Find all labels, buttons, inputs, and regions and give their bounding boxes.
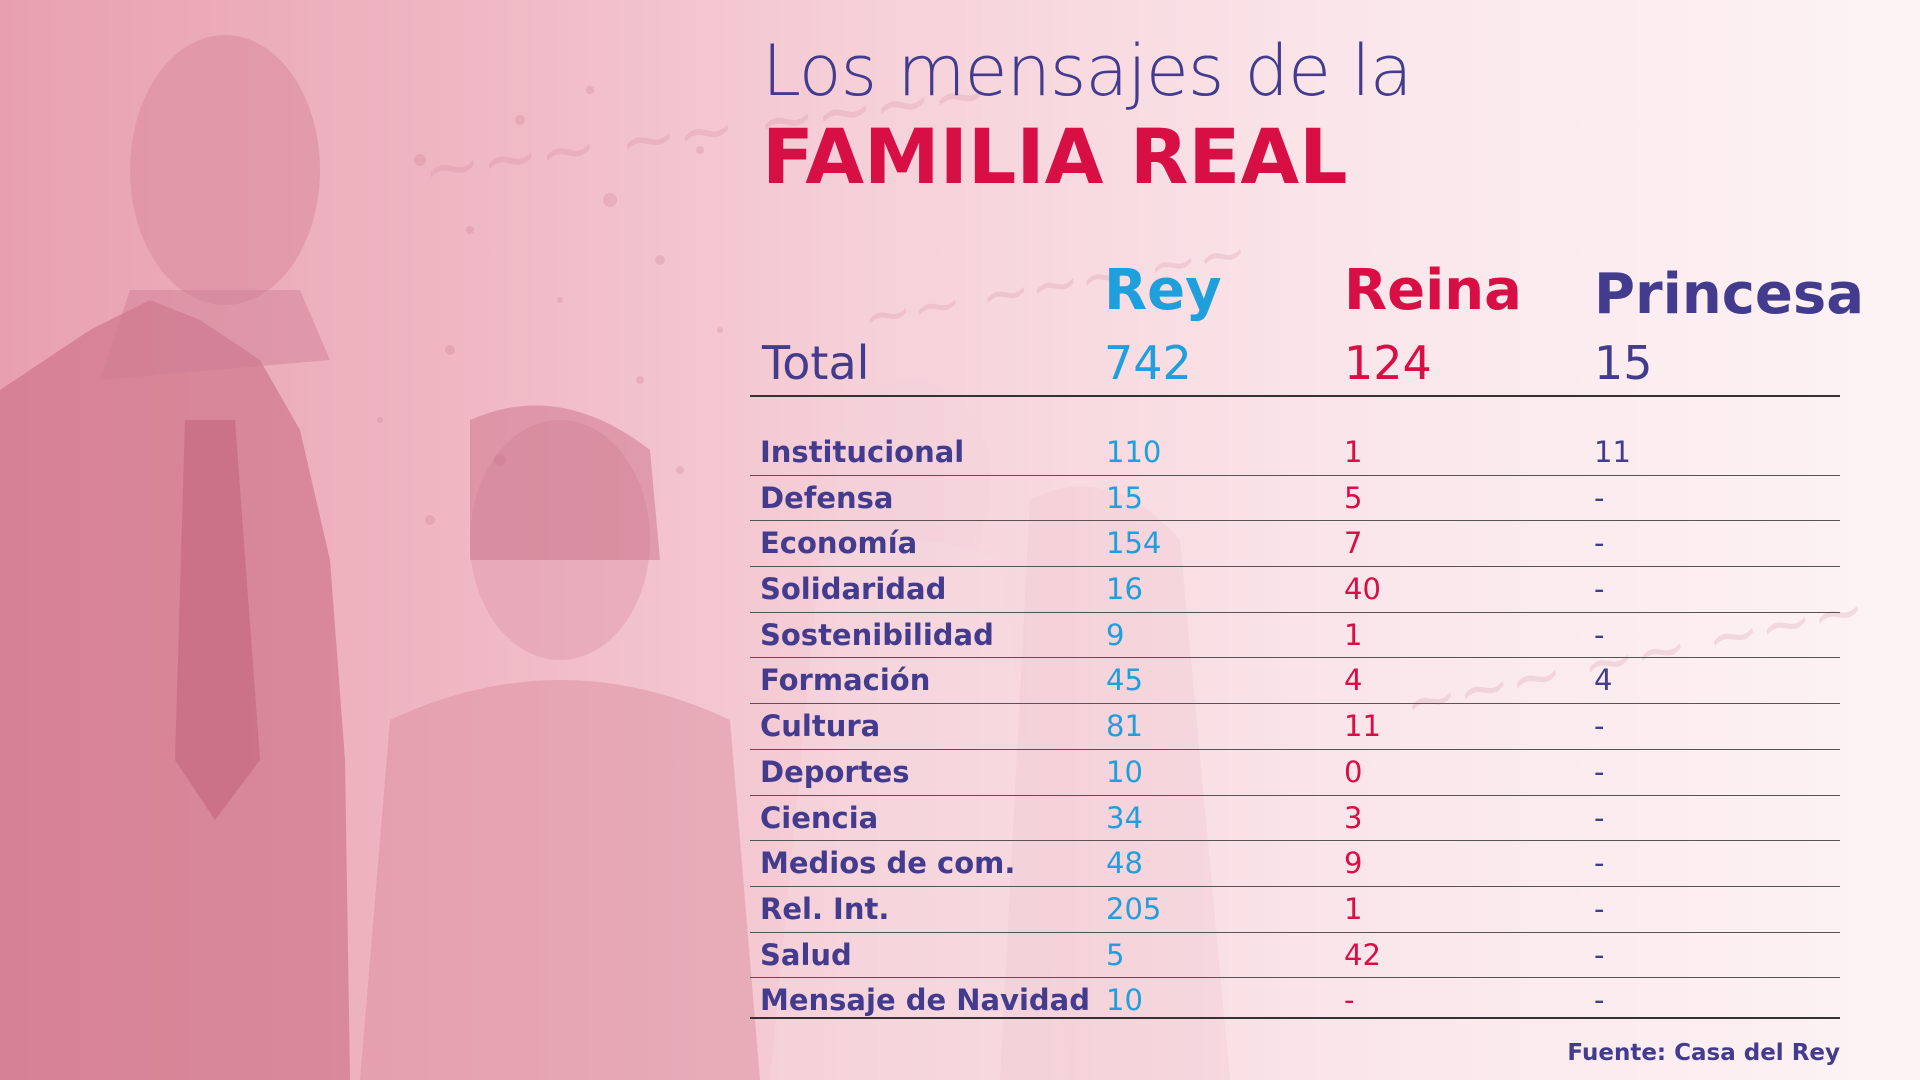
cell-princesa: - [1594, 891, 1605, 926]
cell-princesa: - [1594, 800, 1605, 835]
cell-princesa: - [1594, 937, 1605, 972]
cell-reina: 3 [1344, 800, 1363, 835]
cell-princesa: - [1594, 983, 1605, 1018]
total-princesa: 15 [1594, 336, 1653, 390]
row-category: Ciencia [760, 800, 879, 835]
table-row: Ciencia 34 3 - [750, 796, 1840, 842]
cell-reina: 9 [1344, 846, 1363, 881]
cell-princesa: - [1594, 480, 1605, 515]
row-category: Solidaridad [760, 572, 947, 607]
cell-princesa: - [1594, 572, 1605, 607]
table-row: Cultura 81 11 - [750, 704, 1840, 750]
row-category: Formación [760, 663, 931, 698]
cell-reina: 0 [1344, 754, 1363, 789]
table-row: Rel. Int. 205 1 - [750, 887, 1840, 933]
cell-reina: 1 [1344, 891, 1363, 926]
cell-rey: 10 [1106, 754, 1143, 789]
table-row: Deportes 10 0 - [750, 750, 1840, 796]
title-line-1: Los mensajes de la [762, 30, 1413, 112]
cell-rey: 15 [1106, 480, 1143, 515]
row-category: Cultura [760, 709, 881, 744]
cell-reina: 11 [1344, 709, 1381, 744]
total-label: Total [762, 336, 870, 390]
title-line-2: FAMILIA REAL [762, 112, 1348, 201]
cell-rey: 154 [1106, 526, 1162, 561]
cell-reina: 1 [1344, 435, 1363, 469]
table-top-rule [750, 395, 1840, 397]
column-header-rey: Rey [1104, 258, 1222, 323]
cell-princesa: - [1594, 617, 1605, 652]
cell-princesa: - [1594, 846, 1605, 881]
cell-reina: 42 [1344, 937, 1381, 972]
cell-reina: 7 [1344, 526, 1363, 561]
table-row: Economía 154 7 - [750, 521, 1840, 568]
table-row: Salud 5 42 - [750, 933, 1840, 979]
cell-rey: 48 [1106, 846, 1143, 881]
row-category: Medios de com. [760, 846, 1016, 881]
cell-rey: 5 [1106, 937, 1125, 972]
row-category: Mensaje de Navidad [760, 983, 1091, 1018]
cell-reina: 40 [1344, 572, 1381, 607]
cell-princesa: 11 [1594, 435, 1631, 469]
source-note: Fuente: Casa del Rey [1567, 1040, 1840, 1066]
row-category: Salud [760, 937, 852, 972]
total-rey: 742 [1104, 336, 1192, 390]
cell-rey: 16 [1106, 572, 1143, 607]
table-row: Institucional 110 1 11 [750, 430, 1840, 476]
table-row: Mensaje de Navidad 10 - - [750, 978, 1840, 1024]
table-row: Sostenibilidad 9 1 - [750, 613, 1840, 659]
row-category: Rel. Int. [760, 891, 890, 926]
table-row: Medios de com. 48 9 - [750, 841, 1840, 887]
column-header-reina: Reina [1344, 258, 1522, 323]
cell-reina: 5 [1344, 480, 1363, 515]
cell-princesa: - [1594, 709, 1605, 744]
cell-rey: 9 [1106, 617, 1125, 652]
cell-reina: 1 [1344, 617, 1363, 652]
cell-rey: 110 [1106, 435, 1162, 469]
table-row: Formación 45 4 4 [750, 658, 1840, 705]
cell-princesa: 4 [1594, 663, 1613, 698]
column-header-princesa: Princesa [1594, 262, 1865, 327]
cell-rey: 10 [1106, 983, 1143, 1018]
data-table: Institucional 110 1 11 Defensa 15 5- Economía 15… [750, 430, 1840, 1024]
row-category: Economía [760, 526, 918, 561]
total-reina: 124 [1344, 336, 1432, 390]
table-row: Defensa 15 5 - [750, 476, 1840, 522]
row-category: Deportes [760, 754, 910, 789]
row-category: Institucional [760, 435, 965, 469]
cell-rey: 45 [1106, 663, 1143, 698]
cell-rey: 205 [1106, 891, 1162, 926]
row-category: Sostenibilidad [760, 617, 994, 652]
table-row: Solidaridad 16 40 - [750, 567, 1840, 613]
cell-reina: - [1344, 983, 1355, 1018]
cell-rey: 34 [1106, 800, 1143, 835]
cell-princesa: - [1594, 754, 1605, 789]
row-category: Defensa [760, 480, 894, 515]
table-bottom-rule [750, 1017, 1840, 1019]
cell-princesa: - [1594, 526, 1605, 561]
cell-rey: 81 [1106, 709, 1143, 744]
cell-reina: 4 [1344, 663, 1363, 698]
